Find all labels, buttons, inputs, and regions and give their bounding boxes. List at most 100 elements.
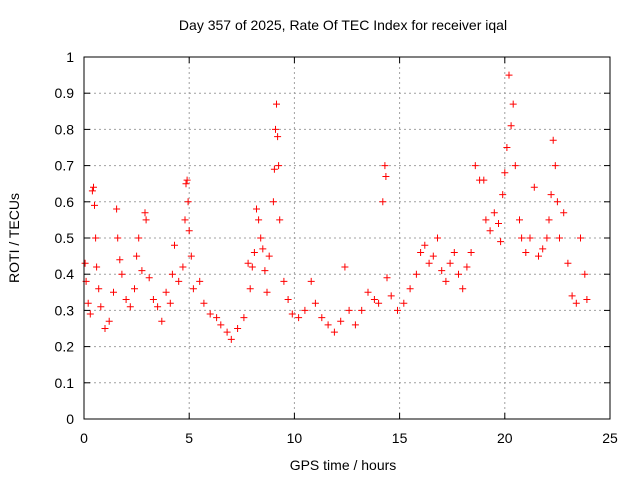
y-tick-label: 0 xyxy=(66,411,74,427)
data-point xyxy=(196,277,204,285)
data-point xyxy=(379,198,387,206)
data-point xyxy=(248,263,256,271)
data-point xyxy=(480,176,488,184)
data-point xyxy=(101,325,109,332)
data-point xyxy=(223,328,231,336)
data-point xyxy=(91,201,98,209)
data-point xyxy=(149,296,157,303)
data-point xyxy=(250,249,258,256)
data-point xyxy=(337,317,345,325)
data-point xyxy=(446,259,454,267)
data-point xyxy=(184,198,192,206)
data-point xyxy=(507,122,515,130)
data-point xyxy=(95,285,103,293)
data-point xyxy=(406,285,414,293)
data-point xyxy=(154,303,162,311)
data-point xyxy=(295,314,303,322)
data-point xyxy=(551,162,559,170)
data-point xyxy=(84,299,92,307)
data-point xyxy=(135,234,143,242)
data-point xyxy=(275,162,283,170)
data-point xyxy=(90,183,97,191)
data-point xyxy=(400,299,408,307)
data-point xyxy=(185,227,193,235)
data-point xyxy=(522,249,530,256)
data-point xyxy=(113,205,121,213)
data-point xyxy=(280,277,288,285)
data-point xyxy=(545,216,553,224)
y-tick-label: 0.9 xyxy=(55,85,75,101)
data-point xyxy=(206,310,214,318)
data-point xyxy=(284,296,292,303)
data-point xyxy=(526,234,534,242)
data-point xyxy=(92,234,100,242)
data-point xyxy=(171,241,178,249)
data-point xyxy=(341,263,349,271)
data-point xyxy=(175,277,183,285)
data-point xyxy=(240,314,248,322)
data-point xyxy=(463,263,471,271)
data-point xyxy=(162,288,170,296)
x-tick-label: 15 xyxy=(392,430,408,446)
y-tick-label: 0.8 xyxy=(55,121,75,137)
data-point xyxy=(499,191,507,199)
data-point xyxy=(467,249,475,256)
data-point xyxy=(358,306,366,314)
data-point xyxy=(301,306,309,314)
data-point xyxy=(288,310,296,318)
data-point xyxy=(381,162,389,170)
data-point xyxy=(318,314,326,322)
data-point xyxy=(553,198,561,206)
data-point xyxy=(421,241,429,249)
data-point xyxy=(564,259,572,267)
data-point xyxy=(581,270,589,278)
data-point xyxy=(330,328,338,336)
data-point xyxy=(490,209,498,217)
data-point xyxy=(126,303,134,311)
x-axis-ticks: 0 5 10 15 20 25 xyxy=(80,57,618,446)
data-point xyxy=(495,220,502,227)
data-point xyxy=(556,234,563,242)
data-point xyxy=(145,274,153,282)
data-point xyxy=(535,252,542,260)
data-point xyxy=(560,209,568,217)
data-point xyxy=(168,270,176,278)
data-point xyxy=(183,176,191,184)
data-point xyxy=(131,285,138,293)
y-axis-label: ROTI / TECUs xyxy=(6,193,22,283)
y-tick-label: 0.4 xyxy=(55,266,75,282)
data-point xyxy=(122,296,130,303)
data-point xyxy=(438,267,446,275)
data-point xyxy=(383,274,391,282)
data-point xyxy=(141,209,149,217)
data-point xyxy=(497,238,505,246)
data-point xyxy=(88,187,96,195)
y-tick-label: 0.7 xyxy=(55,158,75,174)
data-point xyxy=(97,303,105,311)
data-point xyxy=(182,180,190,188)
data-point xyxy=(364,288,372,296)
data-point xyxy=(133,252,141,260)
data-point xyxy=(105,317,113,325)
data-points xyxy=(81,71,591,343)
data-point xyxy=(265,252,273,260)
data-point xyxy=(429,252,437,260)
data-point xyxy=(311,299,319,307)
data-point xyxy=(505,71,513,79)
y-tick-label: 0.2 xyxy=(55,339,75,355)
data-point xyxy=(539,245,547,253)
data-point xyxy=(274,133,282,141)
data-point xyxy=(345,306,353,314)
data-point xyxy=(181,216,189,224)
data-point xyxy=(213,314,221,322)
data-point xyxy=(387,292,395,300)
data-point xyxy=(273,100,280,108)
data-point xyxy=(583,296,591,303)
data-point xyxy=(547,191,555,199)
x-axis-label: GPS time / hours xyxy=(290,457,397,473)
data-point xyxy=(81,259,89,267)
data-point xyxy=(471,162,479,170)
data-point xyxy=(86,310,94,318)
data-point xyxy=(375,299,383,307)
